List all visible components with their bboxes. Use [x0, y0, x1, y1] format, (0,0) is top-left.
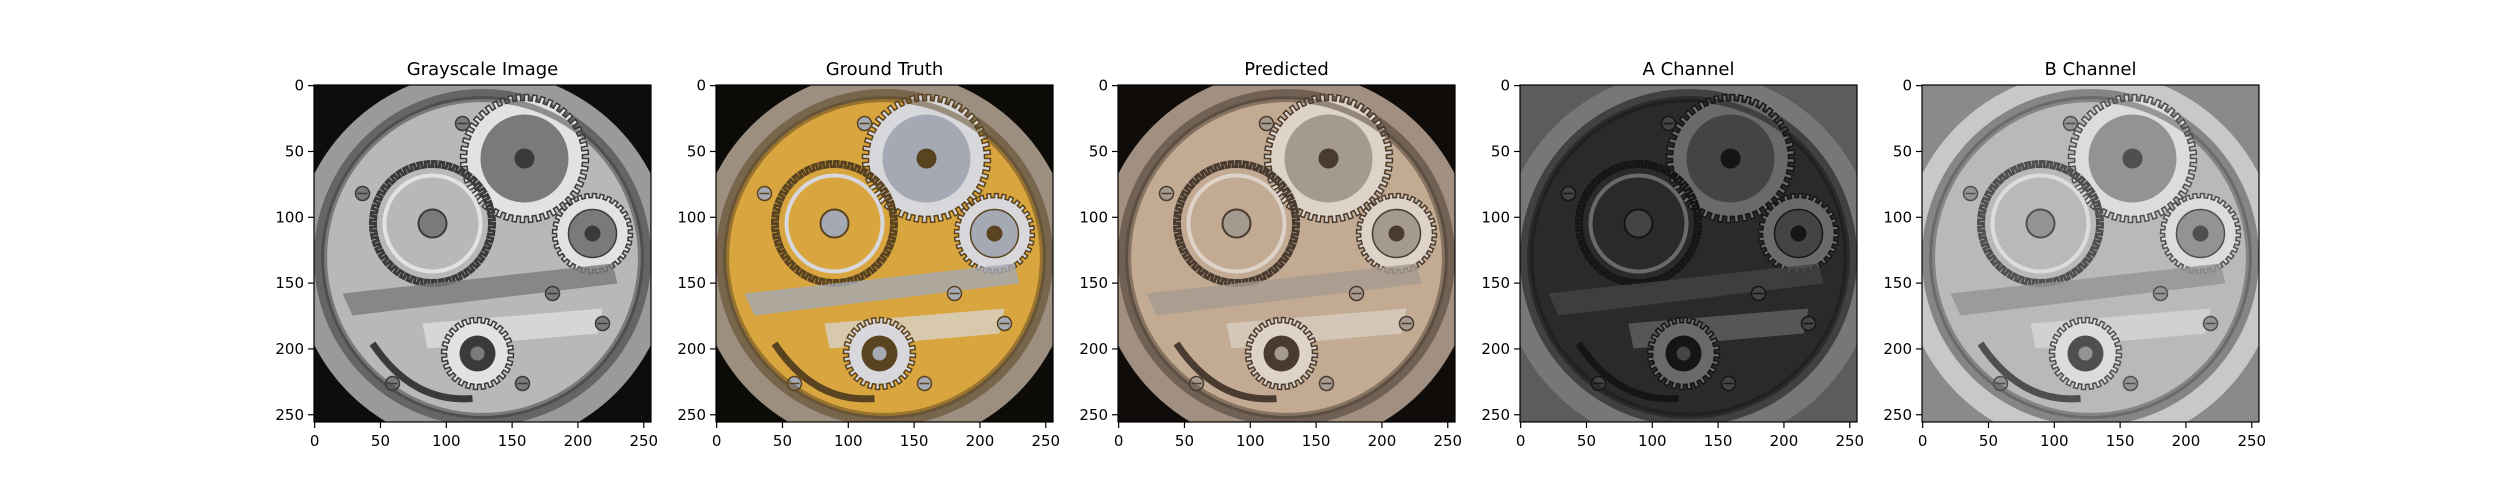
panel-title: Ground Truth	[826, 59, 944, 80]
axes-frame	[1921, 84, 2260, 423]
y-tick-label: 200	[1481, 340, 1510, 358]
watch-movement-image	[1922, 85, 2259, 422]
y-tick-label: 50	[687, 142, 706, 160]
panel-title: Predicted	[1244, 59, 1329, 80]
axes-frame	[1117, 84, 1456, 423]
x-tick-label: 100	[1236, 432, 1265, 450]
y-tick-label: 100	[677, 208, 706, 226]
watch-movement-image	[1520, 85, 1857, 422]
y-tick-label: 100	[1079, 208, 1108, 226]
y-tick-label: 250	[677, 406, 706, 424]
x-tick-label: 200	[1770, 432, 1799, 450]
x-tick-label: 50	[1577, 432, 1596, 450]
x-tick-label: 50	[371, 432, 390, 450]
watch-movement-image	[314, 85, 651, 422]
x-tick-label: 250	[2237, 432, 2266, 450]
x-tick-label: 250	[1031, 432, 1060, 450]
x-tick-label: 250	[1835, 432, 1864, 450]
x-tick-label: 100	[1638, 432, 1667, 450]
y-tick-label: 50	[1893, 142, 1912, 160]
x-tick-label: 250	[1433, 432, 1462, 450]
panel-title: Grayscale Image	[407, 59, 559, 80]
y-tick-label: 250	[1079, 406, 1108, 424]
x-tick-label: 150	[1302, 432, 1331, 450]
x-tick-label: 0	[310, 432, 320, 450]
x-tick-label: 50	[773, 432, 792, 450]
x-tick-label: 250	[629, 432, 658, 450]
x-tick-label: 150	[498, 432, 527, 450]
x-tick-label: 150	[900, 432, 929, 450]
x-tick-label: 200	[2172, 432, 2201, 450]
y-tick-label: 250	[1883, 406, 1912, 424]
y-tick-label: 100	[275, 208, 304, 226]
axes-frame	[715, 84, 1054, 423]
y-tick-label: 0	[1098, 77, 1108, 95]
axes-frame	[313, 84, 652, 423]
panel-grayscale: Grayscale Image 0 50 100 150 200 250 0 50 100 150 2…	[275, 59, 658, 450]
x-tick-label: 0	[1918, 432, 1928, 450]
panel-a_channel: A Channel 0 50 100 150 200 250 0 50 100 150 200 250	[1481, 59, 1864, 450]
y-tick-label: 150	[1481, 274, 1510, 292]
y-tick-label: 150	[677, 274, 706, 292]
x-tick-label: 200	[966, 432, 995, 450]
y-tick-label: 0	[294, 77, 304, 95]
x-tick-label: 0	[712, 432, 722, 450]
y-tick-label: 50	[1491, 142, 1510, 160]
axes-frame	[1519, 84, 1858, 423]
y-tick-label: 150	[1883, 274, 1912, 292]
x-tick-label: 200	[1368, 432, 1397, 450]
y-tick-label: 0	[1902, 77, 1912, 95]
x-tick-label: 150	[2106, 432, 2135, 450]
panel-predicted: Predicted 0 50 100 150 200 250 0 50 100 150 200 250	[1079, 59, 1462, 450]
x-tick-label: 50	[1979, 432, 1998, 450]
y-tick-label: 100	[1883, 208, 1912, 226]
y-tick-label: 50	[285, 142, 304, 160]
panel-title: A Channel	[1643, 59, 1735, 80]
y-tick-label: 150	[1079, 274, 1108, 292]
y-tick-label: 250	[275, 406, 304, 424]
x-tick-label: 0	[1114, 432, 1124, 450]
y-tick-label: 50	[1089, 142, 1108, 160]
x-tick-label: 100	[2040, 432, 2069, 450]
x-tick-label: 50	[1175, 432, 1194, 450]
y-tick-label: 100	[1481, 208, 1510, 226]
y-tick-label: 150	[275, 274, 304, 292]
y-tick-label: 200	[275, 340, 304, 358]
y-tick-label: 200	[677, 340, 706, 358]
x-tick-label: 150	[1704, 432, 1733, 450]
panel-title: B Channel	[2045, 59, 2137, 80]
x-tick-label: 200	[564, 432, 593, 450]
panel-b_channel: B Channel 0 50 100 150 200 250 0 50 100 150 200 250	[1883, 59, 2266, 450]
y-tick-label: 200	[1079, 340, 1108, 358]
panel-ground_truth: Ground Truth 0 50 100 150 200 250 0 50 100 150 200 2…	[677, 59, 1060, 450]
y-tick-label: 0	[1500, 77, 1510, 95]
y-tick-label: 200	[1883, 340, 1912, 358]
y-tick-label: 250	[1481, 406, 1510, 424]
x-tick-label: 100	[432, 432, 461, 450]
y-tick-label: 0	[696, 77, 706, 95]
watch-movement-image	[716, 85, 1053, 422]
watch-movement-image	[1118, 85, 1455, 422]
x-tick-label: 0	[1516, 432, 1526, 450]
x-tick-label: 100	[834, 432, 863, 450]
